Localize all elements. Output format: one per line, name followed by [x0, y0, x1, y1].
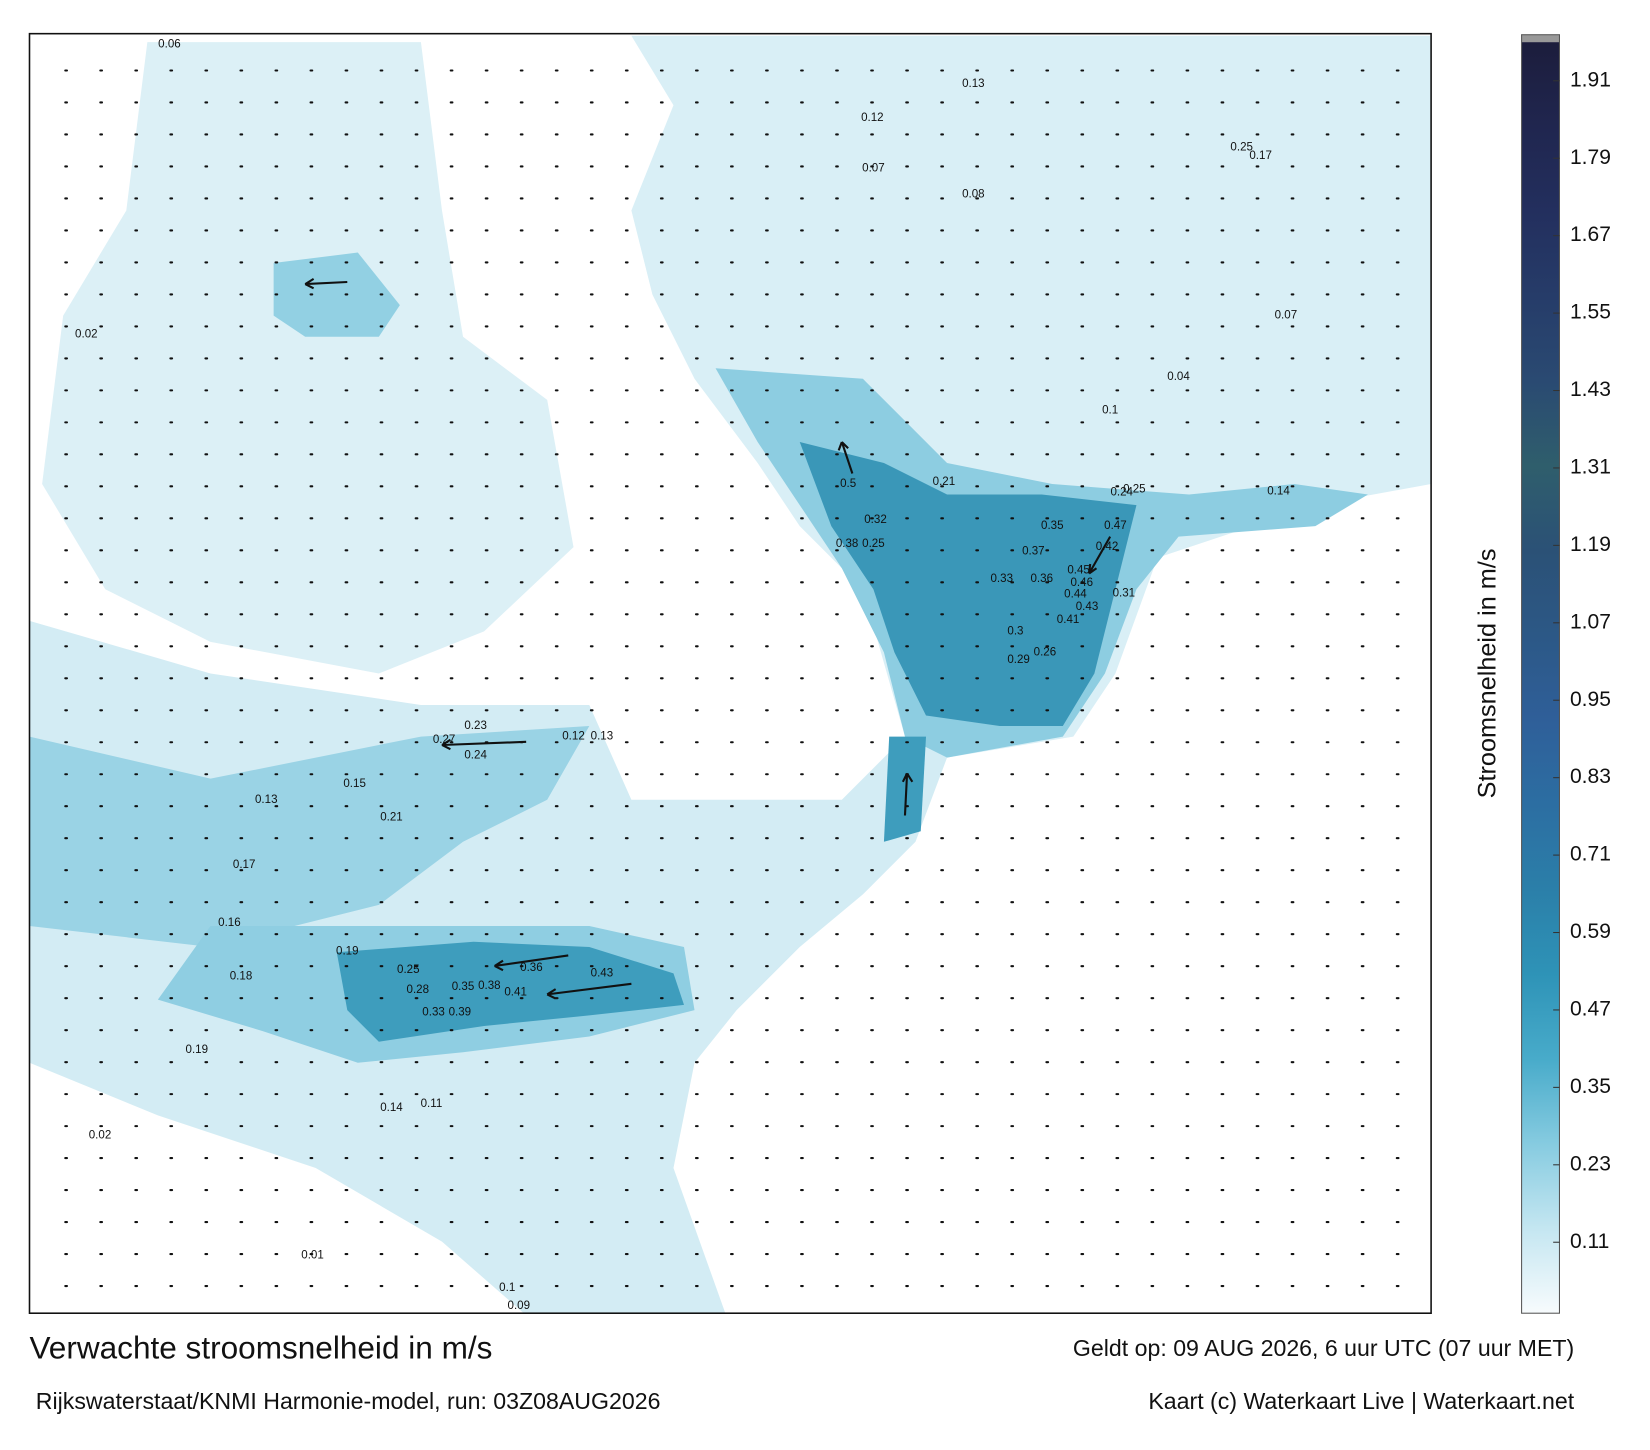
- speed-label: 0.23: [464, 720, 487, 732]
- speed-label: 0.13: [962, 78, 985, 90]
- speed-label: 0.02: [75, 329, 98, 341]
- speed-label: 0.14: [1267, 485, 1290, 497]
- colorbar-tick-label: 1.67: [1570, 223, 1611, 246]
- colorbar-tick-label: 1.43: [1570, 378, 1611, 401]
- valid-time: Geldt op: 09 AUG 2026, 6 uur UTC (07 uur…: [1073, 1335, 1574, 1361]
- speed-label: 0.41: [504, 986, 527, 998]
- speed-label: 0.15: [343, 778, 366, 790]
- speed-label: 0.09: [508, 1300, 531, 1312]
- speed-label: 0.35: [452, 981, 475, 993]
- speed-label: 0.16: [218, 917, 241, 929]
- speed-label: 0.25: [397, 964, 420, 976]
- colorbar-tick-label: 0.83: [1570, 765, 1611, 788]
- speed-label: 0.45: [1067, 564, 1090, 576]
- colorbar-tick-label: 0.23: [1570, 1152, 1611, 1175]
- map-title: Verwachte stroomsnelheid in m/s: [29, 1329, 492, 1365]
- speed-label: 0.5: [840, 478, 856, 490]
- vector-dots: [64, 69, 1400, 1288]
- speed-label: 0.11: [421, 1098, 443, 1110]
- sea-light: [42, 42, 574, 674]
- speed-label: 0.1: [1102, 404, 1118, 416]
- colorbar-tick-label: 1.19: [1570, 533, 1611, 556]
- model-run: Rijkswaterstaat/KNMI Harmonie-model, run…: [36, 1388, 661, 1414]
- speed-label: 0.21: [933, 476, 956, 488]
- colorbar-tick-label: 0.47: [1570, 998, 1611, 1021]
- speed-label: 0.25: [1230, 141, 1253, 153]
- map-credit: Kaart (c) Waterkaart Live | Waterkaart.n…: [1148, 1388, 1574, 1414]
- colorbar-tick-label: 1.79: [1570, 146, 1611, 169]
- speed-label: 0.3: [1007, 625, 1023, 637]
- speed-label: 0.01: [301, 1249, 324, 1261]
- speed-label: 0.25: [862, 538, 885, 550]
- colorbar-tick-label: 0.71: [1570, 843, 1611, 866]
- speed-label: 0.43: [591, 967, 614, 979]
- speed-label: 0.21: [380, 812, 403, 824]
- current-arrows: [304, 277, 1112, 1000]
- speed-label: 0.41: [1057, 614, 1080, 626]
- speed-label: 0.24: [1110, 487, 1133, 499]
- speed-label: 0.07: [1275, 310, 1298, 322]
- speed-label: 0.18: [230, 971, 253, 983]
- speed-label: 0.32: [864, 514, 887, 526]
- sea-dark: [336, 941, 684, 1042]
- speed-label: 0.43: [1076, 601, 1099, 613]
- speed-label: 0.07: [862, 162, 885, 174]
- speed-label: 0.36: [520, 962, 543, 974]
- colorbar-tick-label: 1.91: [1570, 68, 1611, 91]
- speed-label: 0.36: [1031, 573, 1054, 585]
- speed-label: 0.33: [991, 573, 1014, 585]
- sea-medium: [29, 726, 590, 948]
- speed-label: 0.26: [1034, 646, 1057, 658]
- speed-label: 0.42: [1096, 541, 1119, 553]
- sea-medium: [273, 252, 400, 337]
- speed-label: 0.44: [1064, 589, 1087, 601]
- speed-label: 0.17: [1249, 150, 1272, 162]
- speed-label: 0.12: [861, 112, 884, 124]
- speed-label: 0.39: [449, 1006, 472, 1018]
- speed-label: 0.19: [186, 1044, 209, 1056]
- speed-label: 0.46: [1070, 577, 1093, 589]
- speed-label: 0.37: [1022, 545, 1045, 557]
- speed-label: 0.24: [464, 750, 487, 762]
- speed-label: 0.12: [562, 731, 585, 743]
- speed-label: 0.29: [1007, 654, 1030, 666]
- speed-label: 0.38: [478, 980, 501, 992]
- speed-label: 0.27: [433, 734, 456, 746]
- colorbar-frame: [1521, 34, 1560, 1314]
- colorbar-tick-label: 0.59: [1570, 920, 1611, 943]
- speed-label: 0.08: [962, 189, 985, 201]
- colorbar-tick-label: 1.31: [1570, 456, 1611, 479]
- speed-label: 0.14: [380, 1102, 403, 1114]
- speed-label: 0.1: [499, 1282, 515, 1294]
- speed-label: 0.19: [336, 945, 359, 957]
- speed-label: 0.31: [1113, 588, 1136, 600]
- speed-label: 0.35: [1041, 520, 1064, 532]
- speed-label: 0.17: [233, 859, 256, 871]
- speed-label: 0.25: [1123, 483, 1146, 495]
- speed-label: 0.02: [89, 1129, 112, 1141]
- speed-label: 0.13: [591, 731, 614, 743]
- colorbar-label: Stroomsnelheid in m/s: [1474, 549, 1502, 799]
- sea-dark: [883, 736, 927, 842]
- map-frame: [28, 32, 1432, 1314]
- speed-label: 0.28: [407, 984, 430, 996]
- colorbar-tick-label: 1.55: [1570, 301, 1611, 324]
- speed-label: 0.38: [836, 538, 859, 550]
- speed-label: 0.04: [1167, 371, 1190, 383]
- colorbar-tick-label: 0.35: [1570, 1075, 1611, 1098]
- sea-dark: [799, 441, 1137, 727]
- colorbar-cap: [1521, 34, 1560, 43]
- colorbar-tick-label: 0.95: [1570, 688, 1611, 711]
- colorbar-tick-label: 0.11: [1570, 1230, 1609, 1253]
- speed-label: 0.33: [422, 1006, 445, 1018]
- sea-area: [29, 35, 1432, 1314]
- speed-label: 0.06: [158, 38, 181, 50]
- colorbar-tick-label: 1.07: [1570, 610, 1611, 633]
- speed-label: 0.47: [1104, 520, 1127, 532]
- colorbar: [1521, 42, 1560, 1314]
- speed-label: 0.13: [255, 794, 278, 806]
- sea-light: [631, 35, 1432, 758]
